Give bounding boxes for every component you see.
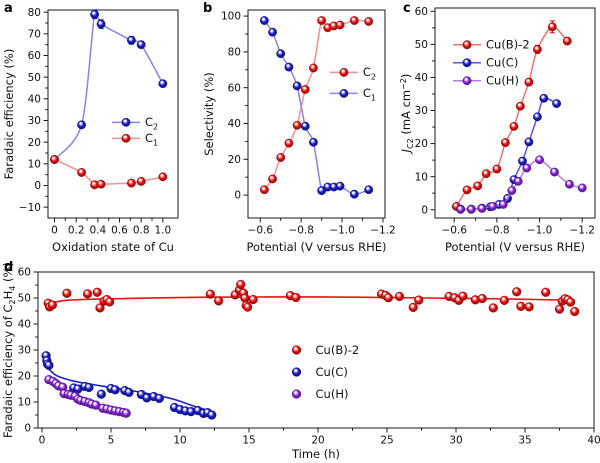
svg-text:30: 30 [28,115,41,127]
svg-text:10: 10 [18,397,31,409]
svg-text:40: 40 [18,319,31,331]
svg-text:20: 20 [311,435,324,447]
panel-label-b: b [203,1,213,16]
svg-text:10: 10 [415,171,428,183]
svg-text:−1.2: −1.2 [569,225,595,237]
panel-label-a: a [4,1,13,16]
svg-text:5: 5 [108,435,115,447]
svg-text:−1.2: −1.2 [370,225,396,237]
svg-text:60: 60 [228,82,241,94]
svg-text:20: 20 [228,154,241,166]
svg-text:Potential (V versus RHE): Potential (V versus RHE) [445,240,585,254]
svg-text:0: 0 [34,180,41,192]
svg-text:20: 20 [18,371,31,383]
svg-text:40: 40 [587,435,600,447]
panel-label-d: d [4,260,14,275]
svg-text:40: 40 [415,72,428,84]
chart-d: 0 5 10 15 20 25 30 35 40 0 10 20 30 40 50 60 Cu(B)-2 Cu(C… [1,262,600,461]
svg-text:10: 10 [173,435,186,447]
svg-text:0.6: 0.6 [111,225,128,237]
svg-text:C2: C2 [145,115,158,131]
svg-text:Faradaic efficiency (%): Faradaic efficiency (%) [2,49,16,180]
svg-text:40: 40 [228,118,241,130]
svg-text:−0.6: −0.6 [248,225,274,237]
svg-text:−0.6: −0.6 [441,225,467,237]
svg-text:0.4: 0.4 [89,225,106,237]
svg-text:C2: C2 [363,65,376,81]
chart-b: −0.6 −0.8 −1.0 −1.2 0 20 40 60 80 100 C2 C1 Potentia… [202,9,396,254]
svg-text:0.8: 0.8 [133,225,150,237]
svg-text:60: 60 [415,6,428,18]
svg-text:40: 40 [28,93,41,105]
svg-text:100: 100 [221,11,241,23]
svg-text:JC2 (mA cm−2): JC2 (mA cm−2) [400,74,415,155]
svg-text:Cu(H): Cu(H) [486,74,519,88]
svg-text:−1.0: −1.0 [527,225,553,237]
svg-text:−0.8: −0.8 [288,225,314,237]
svg-text:50: 50 [18,293,31,305]
svg-text:30: 30 [18,345,31,357]
svg-text:Selectivity (%): Selectivity (%) [202,72,216,156]
svg-text:35: 35 [518,435,531,447]
svg-text:Oxidation state of Cu: Oxidation state of Cu [52,240,174,254]
svg-text:20: 20 [415,138,428,150]
chart-c: −0.6 −0.8 −1.0 −1.2 0 10 20 30 40 50 60 Cu(B)-2 Cu(C… [400,6,596,254]
svg-text:80: 80 [28,7,41,19]
svg-text:80: 80 [228,46,241,58]
svg-text:0.2: 0.2 [68,225,85,237]
svg-text:20: 20 [28,137,41,149]
svg-text:30: 30 [449,435,462,447]
svg-text:−1.0: −1.0 [329,225,355,237]
svg-text:Cu(C): Cu(C) [486,56,518,70]
svg-text:60: 60 [18,267,31,279]
svg-text:50: 50 [28,72,41,84]
svg-text:30: 30 [415,105,428,117]
svg-text:0: 0 [234,190,241,202]
svg-text:Cu(B)-2: Cu(B)-2 [486,38,530,52]
svg-text:0: 0 [421,204,428,216]
svg-text:70: 70 [28,28,41,40]
svg-text:10: 10 [28,158,41,170]
svg-text:C1: C1 [145,131,158,147]
svg-text:25: 25 [380,435,393,447]
svg-text:1.0: 1.0 [154,225,171,237]
svg-text:0: 0 [39,435,46,447]
svg-text:Cu(H): Cu(H) [316,387,349,401]
svg-text:Time (h): Time (h) [291,447,340,461]
svg-text:0: 0 [24,423,31,435]
svg-text:0: 0 [51,225,58,237]
chart-a: 0 0.2 0.4 0.6 0.8 1.0 −10 0 10 20 30 40 50 60 70 80 C2C1… [2,7,179,254]
svg-text:Potential (V versus RHE): Potential (V versus RHE) [247,240,387,254]
svg-text:−10: −10 [19,202,41,214]
svg-text:Cu(B)-2: Cu(B)-2 [316,343,360,357]
svg-text:Faradaic efficiency of C2H4 (%: Faradaic efficiency of C2H4 (%) [1,262,17,438]
svg-text:60: 60 [28,50,41,62]
svg-text:−0.8: −0.8 [484,225,510,237]
svg-text:C1: C1 [363,86,376,102]
svg-text:50: 50 [415,39,428,51]
svg-text:Cu(C): Cu(C) [316,365,348,379]
svg-text:15: 15 [242,435,255,447]
panel-label-c: c [403,1,411,16]
